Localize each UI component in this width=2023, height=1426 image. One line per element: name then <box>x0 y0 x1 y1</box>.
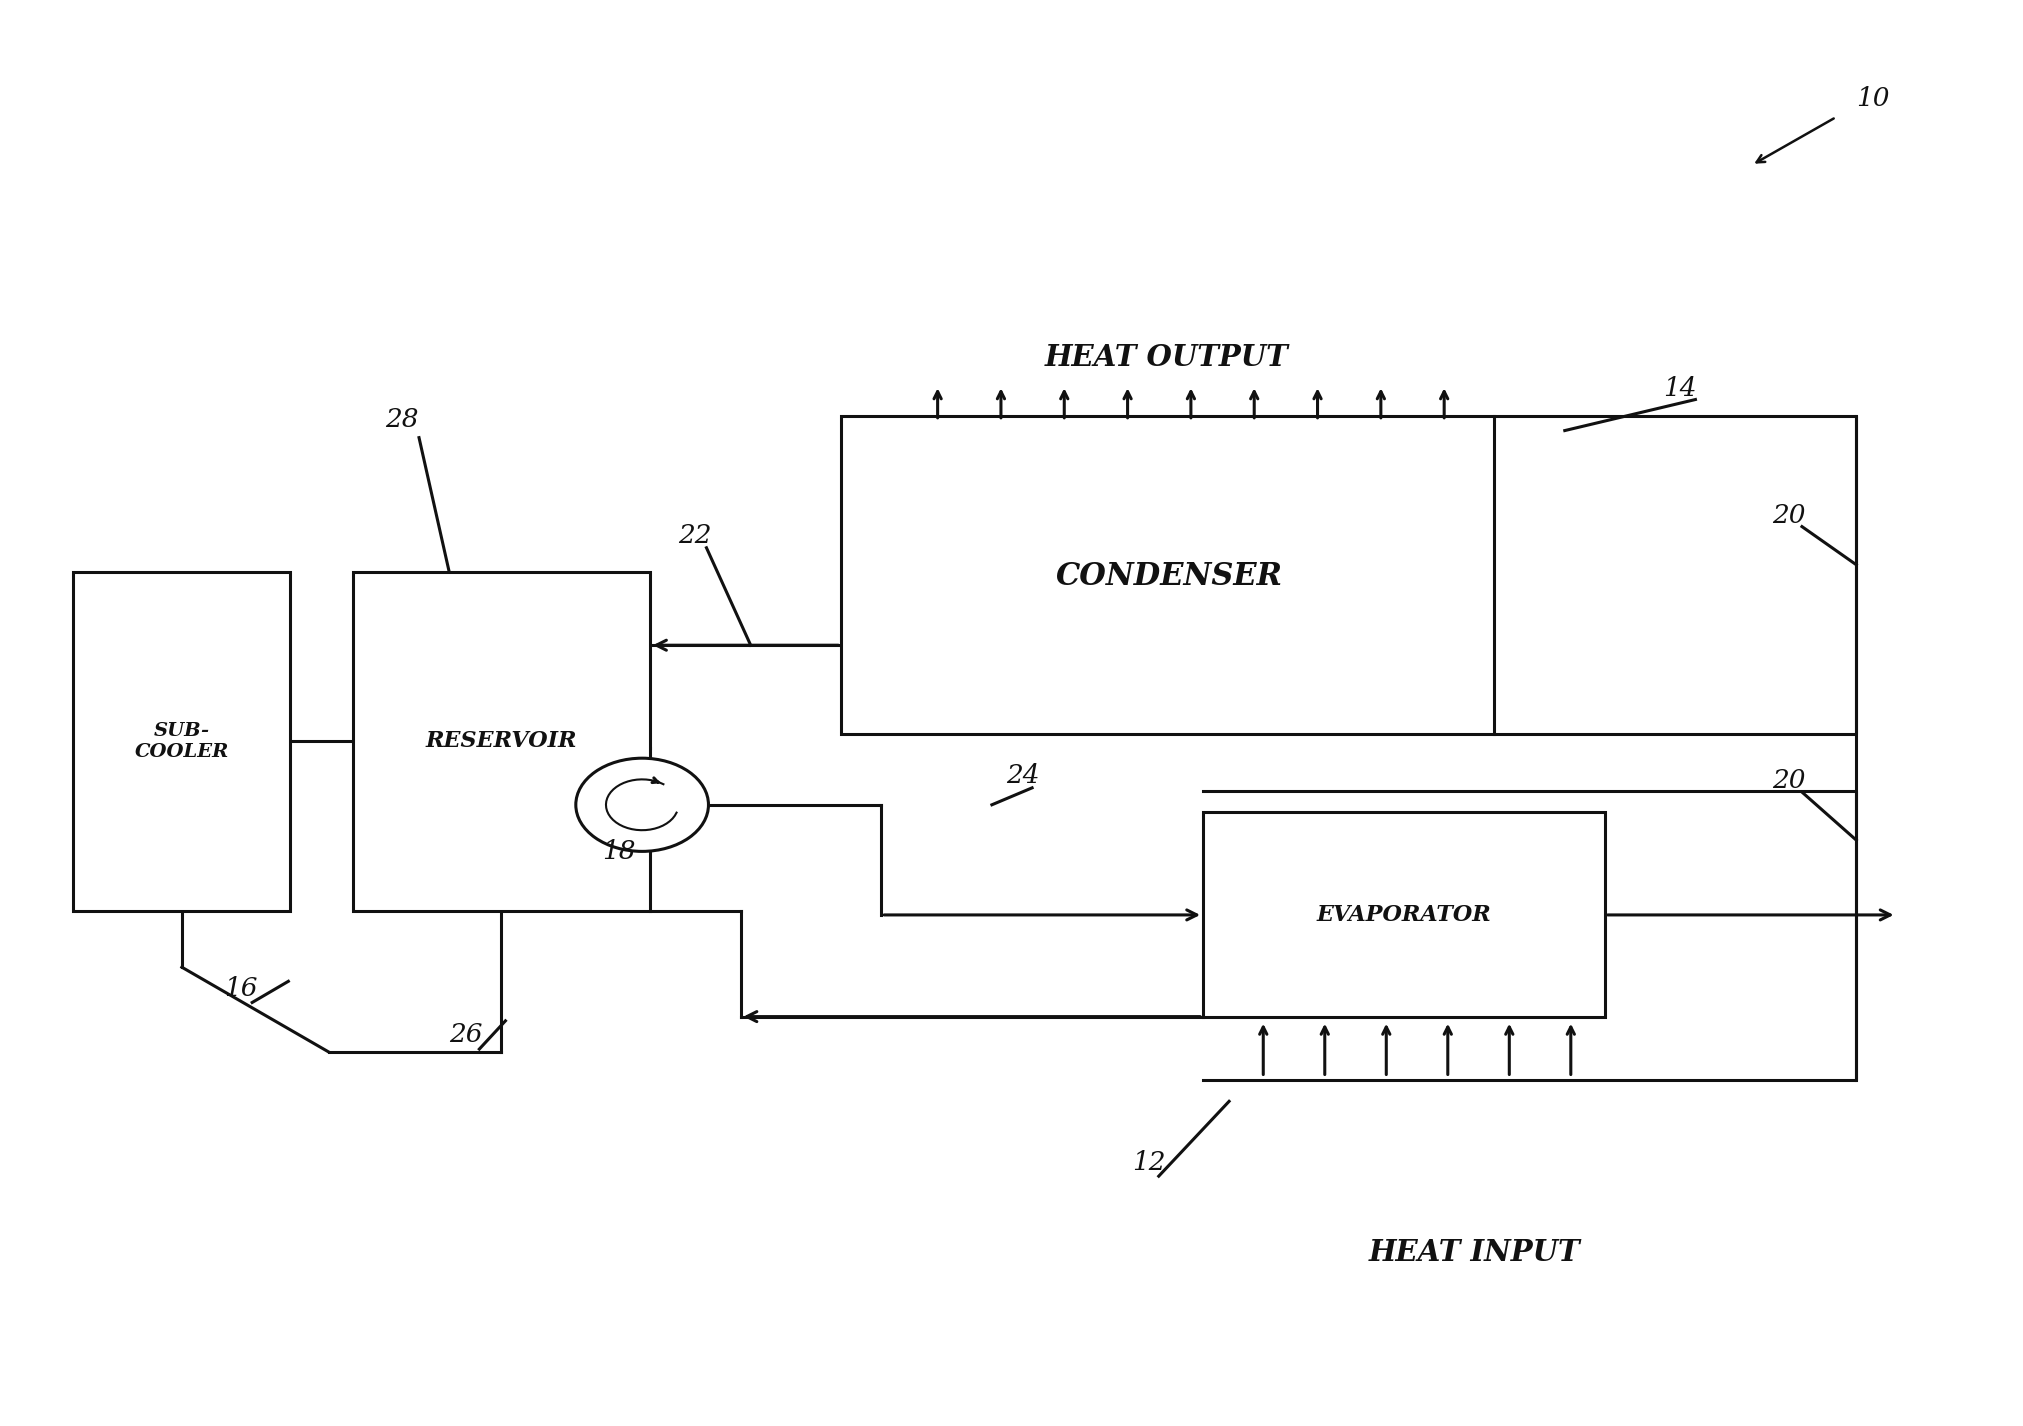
Text: 16: 16 <box>225 975 257 1001</box>
Text: 22: 22 <box>678 522 712 548</box>
Text: 12: 12 <box>1133 1149 1165 1175</box>
Text: 26: 26 <box>449 1022 481 1048</box>
Bar <box>73 572 289 911</box>
Text: HEAT OUTPUT: HEAT OUTPUT <box>1044 342 1289 372</box>
Text: RESERVOIR: RESERVOIR <box>425 730 577 753</box>
Text: 20: 20 <box>1770 769 1805 793</box>
Text: 28: 28 <box>384 406 419 432</box>
Text: SUB-
COOLER: SUB- COOLER <box>136 722 229 760</box>
Circle shape <box>575 759 708 851</box>
Bar <box>352 572 649 911</box>
Bar <box>842 416 1493 734</box>
Bar <box>1202 811 1604 1017</box>
Text: HEAT INPUT: HEAT INPUT <box>1368 1238 1580 1266</box>
Text: 14: 14 <box>1663 375 1695 401</box>
Text: EVAPORATOR: EVAPORATOR <box>1315 904 1491 925</box>
Text: 20: 20 <box>1770 503 1805 528</box>
Text: 18: 18 <box>601 838 635 864</box>
Text: 24: 24 <box>1005 763 1040 787</box>
Text: 10: 10 <box>1855 86 1889 111</box>
Text: CONDENSER: CONDENSER <box>1054 560 1283 592</box>
